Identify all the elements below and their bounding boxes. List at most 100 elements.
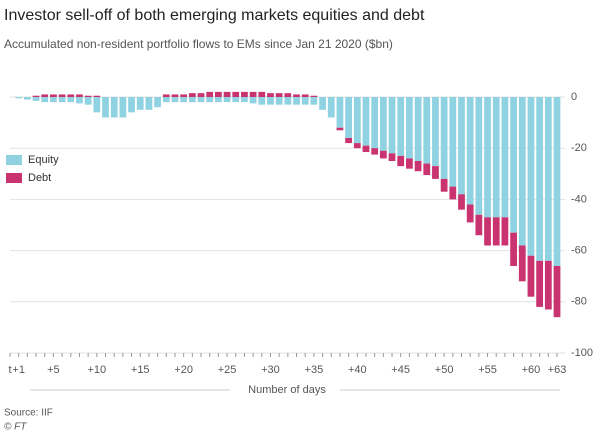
- bar: [362, 97, 370, 146]
- bar: [32, 95, 40, 97]
- bar: [284, 93, 292, 97]
- bar: [527, 97, 535, 256]
- bar: [197, 97, 205, 103]
- bar: [536, 260, 544, 307]
- y-tick-label: -40: [571, 193, 587, 205]
- bar: [518, 97, 526, 246]
- bar: [345, 137, 353, 144]
- bar: [544, 260, 552, 310]
- bar: [379, 150, 387, 159]
- bar: [188, 93, 196, 97]
- bar: [406, 97, 413, 159]
- bar: [180, 97, 188, 103]
- bar: [58, 97, 66, 103]
- x-tick-label: +20: [174, 364, 193, 376]
- x-tick-label: +55: [478, 364, 497, 376]
- bar: [353, 97, 361, 144]
- bar: [327, 97, 335, 118]
- bar: [362, 145, 370, 153]
- bar: [275, 93, 283, 97]
- bar: [379, 97, 387, 151]
- source: Source: IIF: [4, 408, 53, 419]
- x-tick-label: +63: [548, 364, 567, 376]
- bar: [345, 97, 353, 138]
- bar: [371, 97, 379, 149]
- x-axis-label: Number of days: [248, 384, 326, 396]
- bar: [536, 97, 544, 261]
- bar: [206, 97, 214, 103]
- bar: [484, 97, 491, 218]
- bar: [102, 97, 109, 118]
- x-tick-label: +35: [305, 364, 324, 376]
- bar: [249, 97, 257, 104]
- bar: [15, 97, 23, 99]
- x-tick-label: +50: [435, 364, 454, 376]
- bar: [197, 93, 205, 97]
- bar: [284, 97, 292, 105]
- bar: [449, 97, 457, 187]
- bar: [67, 97, 75, 103]
- bar: [275, 97, 283, 105]
- x-tick-label: +5: [47, 364, 60, 376]
- bar: [440, 97, 448, 179]
- bar: [466, 204, 474, 223]
- legend-label: Equity: [28, 154, 59, 166]
- bar: [423, 97, 431, 164]
- bar: [267, 97, 274, 105]
- bar: [397, 97, 405, 156]
- bar: [492, 217, 500, 246]
- bar: [258, 97, 266, 105]
- bar: [310, 95, 318, 97]
- x-tick-label: +60: [522, 364, 541, 376]
- bar: [310, 97, 318, 105]
- bar: [241, 97, 248, 103]
- y-tick-label: -60: [571, 245, 587, 257]
- bar: [553, 265, 561, 318]
- bar: [432, 97, 439, 167]
- bar: [293, 97, 300, 105]
- bar: [414, 161, 422, 172]
- bar: [76, 94, 83, 97]
- bar: [388, 153, 396, 161]
- bar: [336, 97, 344, 128]
- bar: [223, 97, 231, 103]
- bar: [258, 91, 266, 97]
- bar: [553, 97, 561, 266]
- bar: [414, 97, 422, 161]
- credit: © FT: [4, 422, 27, 433]
- bar: [293, 94, 300, 97]
- chart-title: Investor sell-off of both emerging marke…: [4, 7, 425, 24]
- legend-swatch: [6, 173, 22, 183]
- bar: [232, 91, 240, 97]
- bar: [458, 97, 465, 195]
- bar: [154, 97, 161, 108]
- bar: [371, 148, 379, 155]
- bar: [501, 97, 509, 218]
- bar: [249, 91, 257, 97]
- bar: [50, 94, 57, 97]
- bar: [458, 194, 465, 210]
- bar: [162, 94, 170, 97]
- x-tick-label: +25: [218, 364, 237, 376]
- bar: [432, 166, 439, 179]
- bar: [41, 97, 49, 103]
- y-tick-label: -80: [571, 296, 587, 308]
- bar: [397, 155, 405, 167]
- bar: [475, 214, 483, 236]
- bar: [449, 186, 457, 200]
- bar: [171, 97, 179, 103]
- bar: [32, 97, 40, 101]
- bar: [501, 217, 509, 246]
- bar: [214, 97, 222, 103]
- bar: [93, 97, 101, 113]
- bar: [180, 94, 188, 97]
- bar: [510, 232, 517, 266]
- bar: [84, 95, 92, 97]
- bar: [518, 245, 526, 282]
- bar: [50, 97, 57, 103]
- bar: [423, 163, 431, 176]
- bar: [119, 97, 127, 118]
- bar: [544, 97, 552, 261]
- x-tick-label: +30: [261, 364, 280, 376]
